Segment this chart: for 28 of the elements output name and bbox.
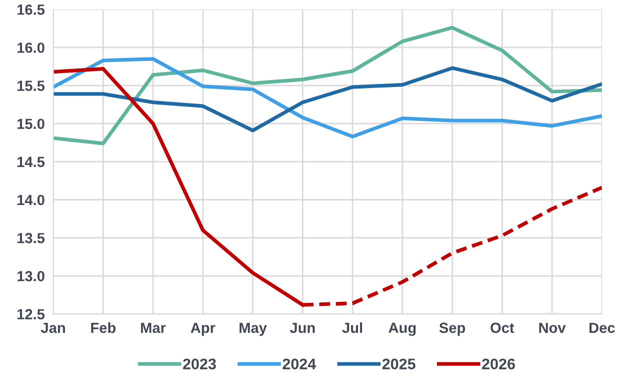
- x-tick-label: Feb: [91, 322, 116, 334]
- legend-label: 2025: [382, 358, 416, 370]
- y-tick-label: 13.0: [18, 270, 44, 282]
- x-tick-label: Nov: [539, 322, 566, 334]
- x-tick-label: Oct: [490, 322, 514, 334]
- x-tick-label: Jan: [40, 322, 65, 334]
- y-tick-label: 16.0: [18, 42, 44, 53]
- y-tick-label: 14.0: [18, 194, 44, 206]
- line-series: [53, 26, 602, 146]
- x-tick-label: Aug: [388, 322, 416, 336]
- x-tick-label: Jul: [342, 322, 362, 334]
- x-tick-label: Dec: [590, 322, 615, 334]
- x-tick-label: Jun: [290, 322, 315, 334]
- x-tick-label: Apr: [190, 322, 216, 336]
- y-tick-label: 15.5: [18, 80, 45, 91]
- y-tick-label: 12.5: [18, 309, 45, 320]
- x-tick-label: May: [240, 322, 267, 336]
- y-tick-label: 15.0: [18, 118, 44, 130]
- y-tick-label: 16.5: [18, 4, 45, 15]
- line-series: [53, 57, 602, 138]
- legend-label: 2024: [282, 358, 316, 370]
- line-series: [53, 66, 602, 132]
- x-tick-label: Sep: [439, 322, 466, 336]
- y-tick-label: 14.5: [18, 156, 45, 168]
- legend-label: 2023: [183, 358, 216, 370]
- y-tick-label: 13.5: [18, 232, 45, 244]
- x-tick-label: Mar: [141, 322, 166, 334]
- legend-label: 2026: [482, 358, 515, 370]
